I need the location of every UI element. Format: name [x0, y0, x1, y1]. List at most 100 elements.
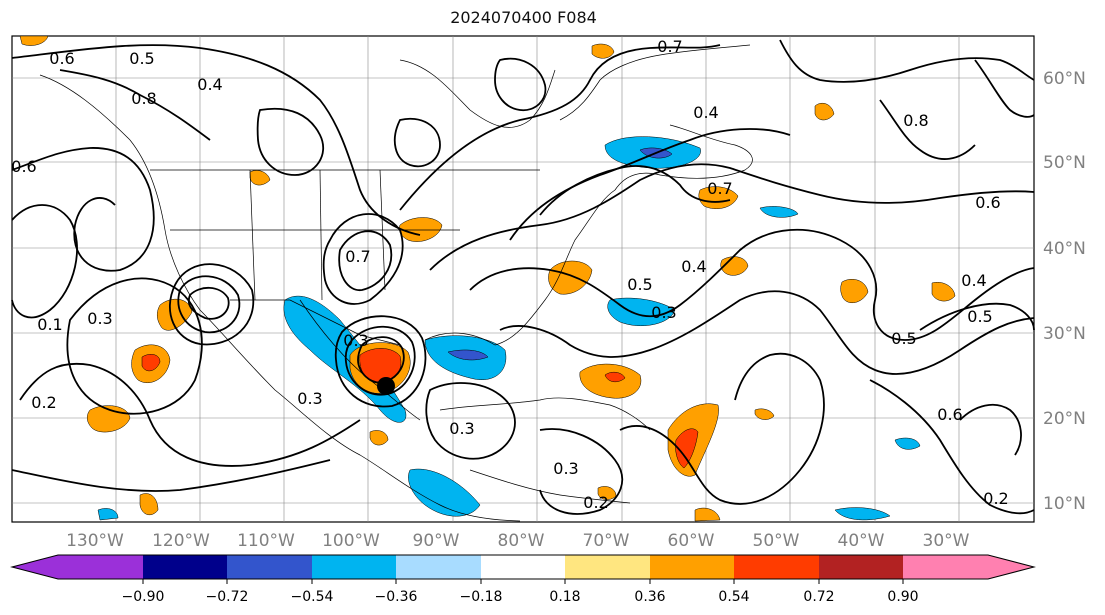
negative-patch [97, 508, 119, 521]
lat-label: 10°N [1043, 494, 1086, 514]
contour-label: 0.7 [345, 247, 370, 266]
latitude-labels: 60°N 50°N 40°N 30°N 20°N 10°N [1043, 69, 1086, 514]
positive-patch [604, 371, 626, 383]
colorbar: −0.90 −0.72 −0.54 −0.36 −0.18 0.18 0.36 … [10, 554, 1036, 605]
contour-labels: 0.6 0.5 0.8 0.4 0.3 0.2 0.1 0.7 0.6 0.4 … [11, 37, 1008, 512]
lon-label: 130°W [66, 531, 124, 551]
contour-label: 0.1 [37, 315, 62, 334]
positive-patch [814, 103, 835, 121]
lat-label: 20°N [1043, 409, 1086, 429]
colorbar-seg [650, 555, 734, 579]
negative-patch [759, 206, 799, 218]
lon-label: 110°W [237, 531, 295, 551]
coastlines [39, 44, 753, 522]
colorbar-tick-label: −0.36 [375, 589, 418, 605]
negative-patch [834, 507, 891, 521]
contour-label: 0.3 [87, 309, 112, 328]
contour-label: 0.8 [903, 111, 928, 130]
lon-label: 30°W [923, 531, 970, 551]
contour-label: 0.3 [449, 419, 474, 438]
positive-patch [698, 186, 739, 209]
contour-label: 0.6 [49, 49, 74, 68]
lat-label: 50°N [1043, 153, 1086, 173]
negative-patch [607, 297, 676, 327]
colorbar-seg [143, 555, 227, 579]
colorbar-tick-label: −0.90 [122, 589, 165, 605]
lon-label: 70°W [583, 531, 630, 551]
colorbar-tick-label: 0.90 [887, 589, 918, 605]
contour-label: 0.3 [553, 459, 578, 478]
colorbar-tick-label: 0.36 [634, 589, 665, 605]
colorbar-seg [227, 555, 312, 579]
lon-label: 100°W [322, 531, 380, 551]
colorbar-seg [988, 555, 1034, 579]
contour-label: 0.6 [937, 405, 962, 424]
colorbar-seg [481, 555, 565, 579]
positive-patch [754, 408, 775, 420]
map-title: 2024070400 F084 [450, 8, 597, 27]
colorbar-seg [734, 555, 819, 579]
colorbar-tick-label: −0.54 [291, 589, 334, 605]
positive-patch [548, 260, 593, 295]
contour-label: 0.4 [197, 75, 222, 94]
lon-label: 90°W [413, 531, 460, 551]
positive-patch [840, 279, 869, 304]
storm-center-marker [377, 377, 395, 395]
longitude-labels: 130°W 120°W 110°W 100°W 90°W 80°W 70°W 6… [66, 531, 970, 551]
positive-patch [19, 35, 49, 46]
lat-label: 30°N [1043, 324, 1086, 344]
contour-label: 0.5 [967, 307, 992, 326]
lon-label: 50°W [753, 531, 800, 551]
negative-patch [408, 468, 481, 517]
contour-label: 0.2 [983, 489, 1008, 508]
contour-label: 0.3 [651, 303, 676, 322]
colorbar-tick-label: 0.18 [549, 589, 580, 605]
lon-label: 80°W [498, 531, 545, 551]
colorbar-seg [903, 555, 988, 579]
contour-label: 0.6 [11, 157, 36, 176]
contour-label: 0.8 [131, 89, 156, 108]
lon-label: 120°W [152, 531, 210, 551]
positive-patch [139, 493, 159, 516]
lat-label: 40°N [1043, 239, 1086, 259]
positive-patch [931, 282, 956, 302]
colorbar-seg [12, 555, 58, 579]
colorbar-seg [565, 555, 650, 579]
lon-label: 60°W [668, 531, 715, 551]
contour-label: 0.2 [583, 493, 608, 512]
contour-label: 0.2 [31, 393, 56, 412]
contour-label: 0.4 [961, 271, 986, 290]
positive-patch [369, 430, 389, 446]
positive-patch [249, 170, 271, 186]
colorbar-tick-label: 0.72 [803, 589, 834, 605]
contour-label: 0.3 [343, 331, 368, 350]
contour-label: 0.3 [297, 389, 322, 408]
positive-patch [694, 507, 721, 522]
contour-label: 0.7 [657, 37, 682, 56]
contour-label: 0.4 [693, 103, 718, 122]
contour-lines [11, 39, 1035, 515]
map-frame [11, 35, 1035, 523]
colorbar-seg [819, 555, 903, 579]
positive-patch [675, 428, 699, 469]
negative-patch [447, 349, 489, 361]
colorbar-tick-label: −0.18 [460, 589, 503, 605]
contour-label: 0.5 [129, 49, 154, 68]
contour-label: 0.4 [681, 257, 706, 276]
contour-label: 0.5 [627, 275, 652, 294]
contour-label: 0.7 [707, 179, 732, 198]
positive-patch [591, 43, 615, 59]
lat-label: 60°N [1043, 69, 1086, 89]
colorbar-tick-label: −0.72 [206, 589, 249, 605]
colorbar-seg [396, 555, 481, 579]
colorbar-seg [312, 555, 396, 579]
contour-label: 0.6 [975, 193, 1000, 212]
colorbar-seg [58, 555, 143, 579]
positive-patch [141, 354, 161, 372]
colorbar-tick-label: 0.54 [718, 589, 749, 605]
contour-label: 0.5 [891, 329, 916, 348]
lon-label: 40°W [838, 531, 885, 551]
colorbar-outline [10, 554, 1036, 580]
positive-patch [157, 298, 193, 331]
